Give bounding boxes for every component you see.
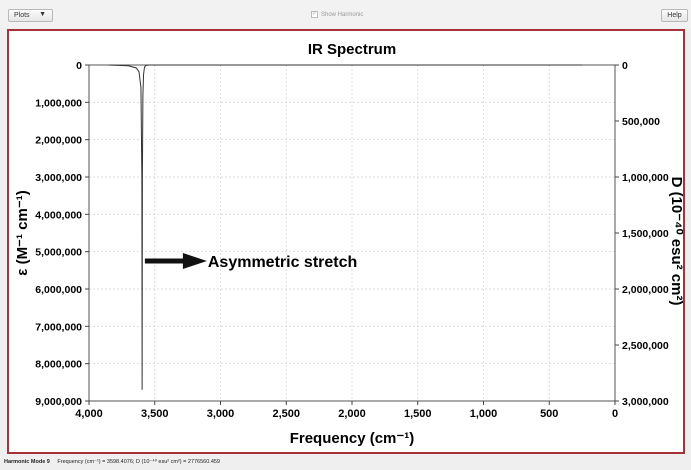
x-axis-label: Frequency (cm⁻¹): [290, 430, 415, 447]
status-text: Frequency (cm⁻¹) = 3598.4076; D (10⁻⁴⁰ e…: [57, 459, 220, 465]
show-harmonic-toggle[interactable]: ✓ Show Harmonic: [311, 11, 363, 18]
x-tick-label: 0: [612, 408, 618, 420]
y-tick-label: 0: [76, 60, 82, 72]
y2-tick-label: 3,000,000: [622, 396, 669, 408]
y2-tick-label: 2,000,000: [622, 284, 669, 296]
chevron-down-icon: ▼: [39, 11, 46, 18]
y-tick-label: 3,000,000: [35, 172, 82, 184]
y-axis-ticks: 0 1,000,000 2,000,000 3,000,000 4,000,000 5,0…: [35, 60, 89, 408]
status-bar: Harmonic Mode 9 Frequency (cm⁻¹) = 3598.…: [4, 459, 220, 465]
annotation-label: Asymmetric stretch: [208, 254, 357, 271]
y-tick-label: 7,000,000: [35, 321, 82, 333]
y-tick-label: 6,000,000: [35, 284, 82, 296]
help-button[interactable]: Help: [661, 9, 688, 22]
x-tick-label: 4,000: [75, 408, 103, 420]
toolbar: Plots ▼ ✓ Show Harmonic Help: [0, 0, 691, 28]
y2-axis-ticks: 0 500,000 1,000,000 1,500,000 2,000,000 2,500…: [615, 60, 669, 408]
y2-axis-label: D (10⁻⁴⁰ esu² cm²): [668, 177, 683, 306]
y-tick-label: 9,000,000: [35, 396, 82, 408]
grid-lines: [88, 64, 616, 402]
x-tick-label: 1,500: [404, 408, 432, 420]
x-tick-label: 500: [540, 408, 558, 420]
plot-frame: 4,000 3,500 3,000 2,500 2,000 1,500 1,000 500 0 …: [7, 29, 685, 454]
y-tick-label: 8,000,000: [35, 359, 82, 371]
y2-tick-label: 500,000: [622, 116, 660, 128]
annotation-arrow: [144, 253, 207, 269]
y-tick-label: 5,000,000: [35, 247, 82, 259]
y2-tick-label: 0: [622, 60, 628, 72]
y2-tick-label: 1,000,000: [622, 172, 669, 184]
spectrum-line: [108, 64, 583, 390]
ir-spectrum-chart[interactable]: 4,000 3,500 3,000 2,500 2,000 1,500 1,000 500 0 …: [9, 31, 685, 452]
plots-dropdown[interactable]: Plots ▼: [8, 9, 53, 22]
status-mode: Harmonic Mode 9: [4, 459, 50, 465]
y-tick-label: 2,000,000: [35, 135, 82, 147]
y-axis-label: ε (M⁻¹ cm⁻¹): [14, 190, 31, 275]
y2-tick-label: 2,500,000: [622, 340, 669, 352]
plots-label: Plots: [14, 12, 30, 19]
annotation: Asymmetric stretch: [144, 253, 357, 271]
x-tick-label: 2,500: [272, 408, 300, 420]
y2-tick-label: 1,500,000: [622, 228, 669, 240]
x-tick-label: 1,000: [470, 408, 498, 420]
x-tick-label: 3,000: [207, 408, 235, 420]
x-tick-label: 3,500: [141, 408, 169, 420]
chart-title: IR Spectrum: [308, 41, 396, 58]
x-axis-ticks: 4,000 3,500 3,000 2,500 2,000 1,500 1,000 500 0: [75, 401, 618, 420]
y-tick-label: 1,000,000: [35, 97, 82, 109]
y-tick-label: 4,000,000: [35, 209, 82, 221]
x-tick-label: 2,000: [338, 408, 366, 420]
show-harmonic-label: Show Harmonic: [321, 11, 364, 18]
show-harmonic-checkbox[interactable]: ✓: [311, 11, 318, 18]
